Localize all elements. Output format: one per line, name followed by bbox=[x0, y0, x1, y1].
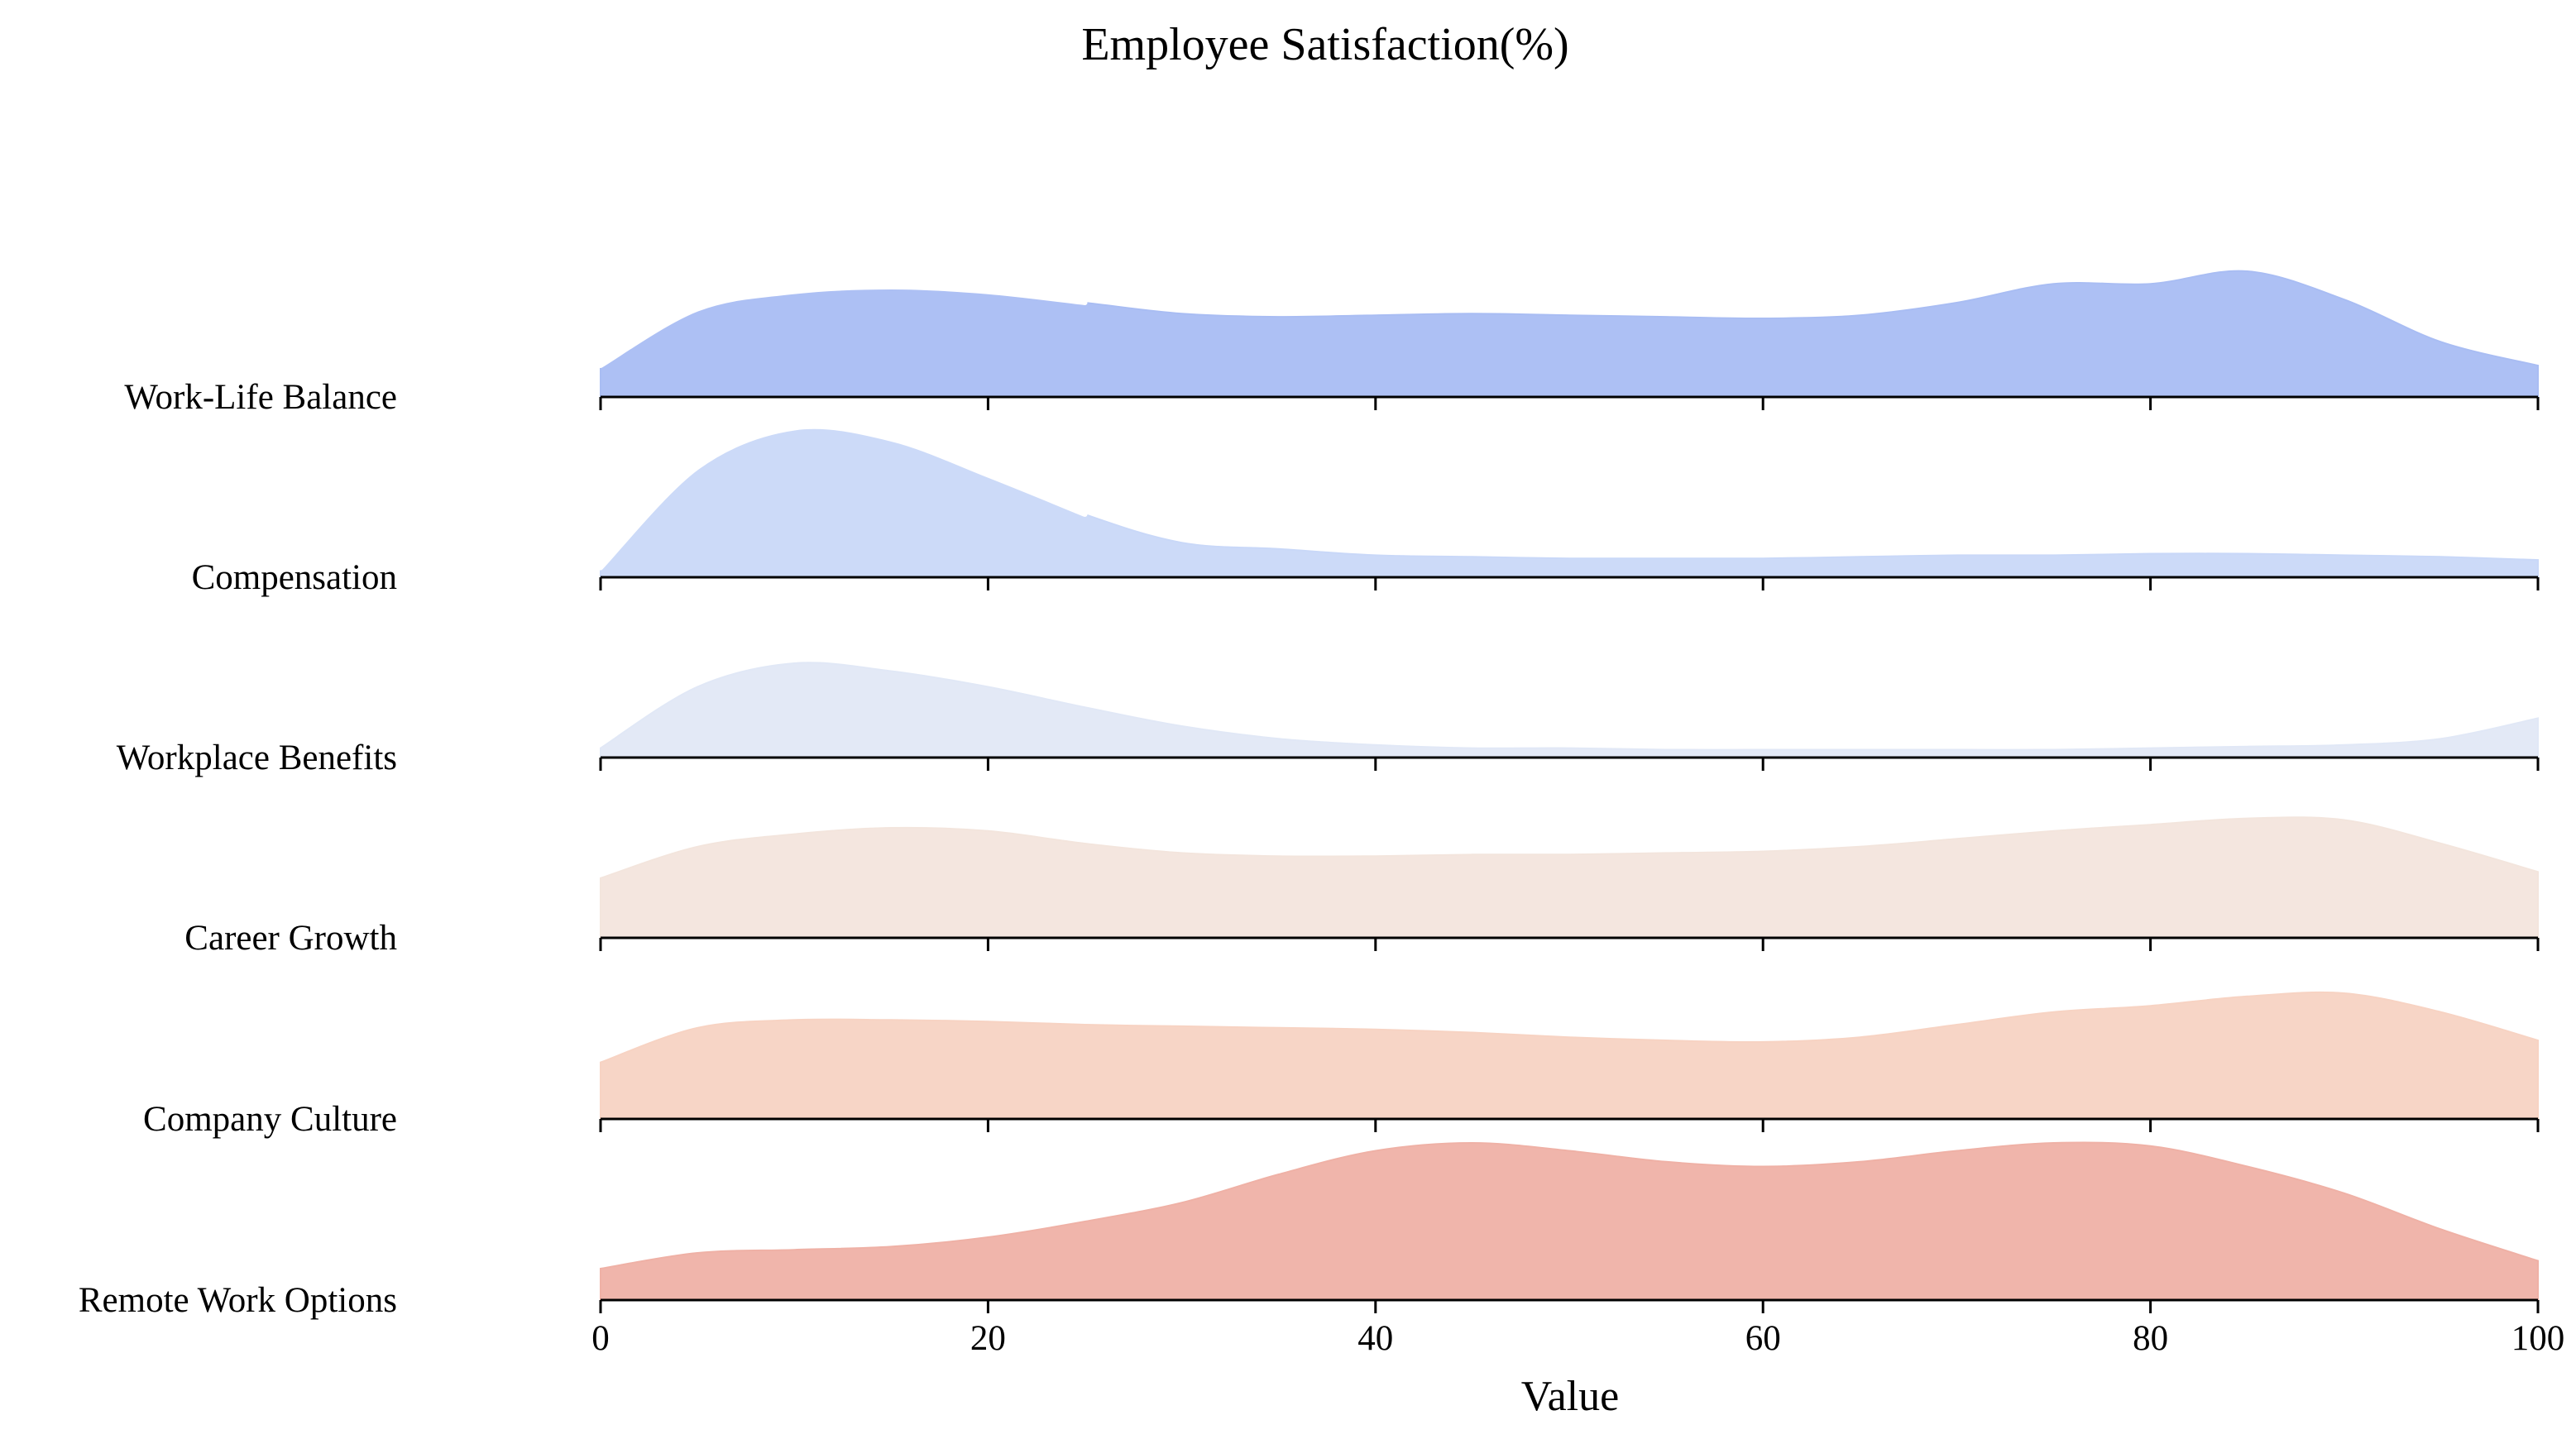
category-label: Career Growth bbox=[184, 919, 397, 958]
category-label: Remote Work Options bbox=[79, 1281, 397, 1320]
category-label: Compensation bbox=[192, 558, 397, 597]
category-label: Workplace Benefits bbox=[117, 739, 397, 777]
x-ticks-group: 0 20 40 60 80 100 bbox=[591, 397, 2564, 1358]
x-tick-label: 40 bbox=[1357, 1319, 1393, 1358]
category-labels-group: Work-Life Balance Compensation Workplace B… bbox=[79, 378, 397, 1320]
ridge-compensation bbox=[600, 425, 2539, 578]
x-tick-label: 0 bbox=[591, 1319, 610, 1358]
category-label: Work-Life Balance bbox=[124, 378, 397, 417]
x-tick-label: 80 bbox=[2133, 1319, 2168, 1358]
overlay-line-1 bbox=[598, 284, 1088, 368]
ridge-work-life-balance bbox=[600, 270, 2539, 398]
ridge-workplace-benefits bbox=[600, 662, 2539, 758]
baselines-group bbox=[601, 395, 2538, 1302]
x-tick-label: 100 bbox=[2511, 1319, 2565, 1358]
x-axis-label: Value bbox=[1521, 1373, 1619, 1420]
x-tick-label: 60 bbox=[1745, 1319, 1781, 1358]
ridge-company-culture bbox=[600, 991, 2539, 1120]
overlay-line-2 bbox=[598, 423, 1088, 571]
x-tick-label: 20 bbox=[970, 1319, 1006, 1358]
ridge-remote-work-options bbox=[600, 1141, 2539, 1301]
chart-title: Employee Satisfaction(%) bbox=[1081, 19, 1568, 70]
ridges-group bbox=[598, 270, 2539, 1301]
ridge-career-growth bbox=[600, 816, 2539, 939]
category-label: Company Culture bbox=[143, 1100, 397, 1139]
